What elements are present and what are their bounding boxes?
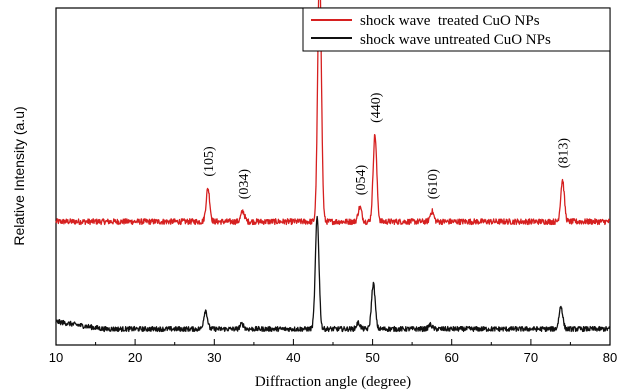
x-tick-label: 60 [444, 350, 458, 365]
y-axis-label: Relative Intensity (a.u) [11, 106, 27, 245]
x-tick-group: 10 20 30 40 50 60 70 80 [49, 339, 617, 365]
x-tick-label: 30 [207, 350, 221, 365]
peak-label: (034) [237, 169, 252, 200]
x-tick-label: 10 [49, 350, 63, 365]
x-tick-label: 80 [603, 350, 617, 365]
legend-box [302, 7, 611, 52]
x-tick-label: 70 [524, 350, 538, 365]
peak-label: (813) [557, 138, 572, 169]
x-tick-label: 50 [365, 350, 379, 365]
peak-label: (610) [426, 169, 441, 200]
series-line-treated [55, 0, 611, 226]
x-tick-label: 20 [128, 350, 142, 365]
legend: shock wave treated CuO NPs shock wave un… [302, 7, 611, 52]
peak-label: (105) [202, 146, 217, 177]
legend-label-treated: shock wave treated CuO NPs [360, 13, 540, 29]
peak-label: (440) [369, 92, 384, 123]
x-axis-label: Diffraction angle (degree) [255, 374, 411, 390]
plot-area: (105)(034)(404)(054)(440)(610)(813) 1020… [49, 0, 617, 365]
series-group [55, 0, 611, 333]
peak-label-group: (105)(034)(404)(054)(440)(610)(813) [202, 92, 572, 200]
peak-label: (054) [354, 165, 369, 196]
legend-label-untreated: shock wave untreated CuO NPs [360, 32, 551, 48]
x-tick-label: 40 [286, 350, 300, 365]
series-line-untreated [55, 215, 611, 333]
